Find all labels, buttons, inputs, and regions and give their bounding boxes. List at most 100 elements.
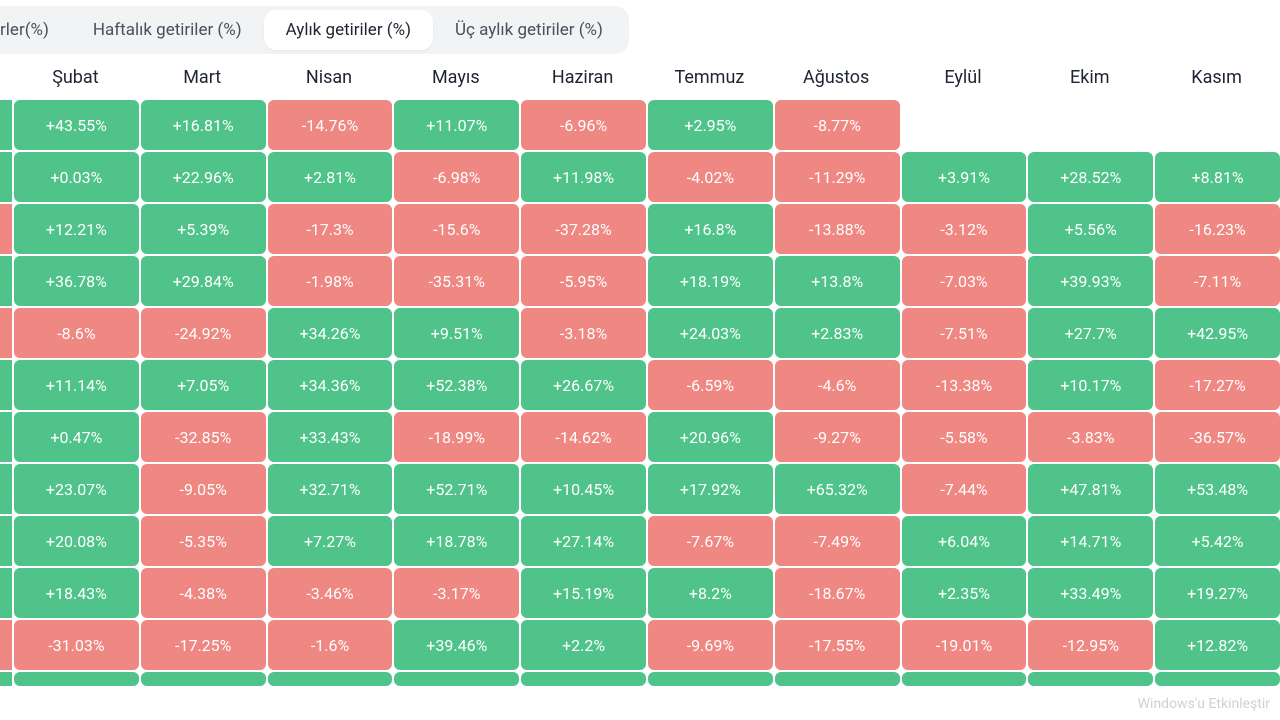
cell: +27.7% xyxy=(1028,308,1153,358)
cell: +5.42% xyxy=(1155,516,1280,566)
cell: -7.11% xyxy=(1155,256,1280,306)
cell: +18.78% xyxy=(394,516,519,566)
cell: +2.81% xyxy=(268,152,393,202)
cell: -4.6% xyxy=(775,360,900,410)
row-stub xyxy=(0,620,12,670)
column-header-7: Eylül xyxy=(900,67,1027,88)
cell: -35.31% xyxy=(394,256,519,306)
cell: +33.49% xyxy=(1028,568,1153,618)
row-stub xyxy=(0,152,12,202)
cell: -4.38% xyxy=(141,568,266,618)
cell: +13.8% xyxy=(775,256,900,306)
cell: +3.91% xyxy=(902,152,1027,202)
cell: -11.29% xyxy=(775,152,900,202)
header-row: ŞubatMartNisanMayısHaziranTemmuzAğustosE… xyxy=(0,54,1280,100)
column-header-8: Ekim xyxy=(1026,67,1153,88)
cell: +14.71% xyxy=(1028,516,1153,566)
row-stub xyxy=(0,412,12,462)
cell: +7.27% xyxy=(268,516,393,566)
cell: +47.81% xyxy=(1028,464,1153,514)
cell: +0.01% xyxy=(521,672,646,686)
cell: -3.12% xyxy=(902,204,1027,254)
cell: +0.01% xyxy=(648,672,773,686)
cell: -9.27% xyxy=(775,412,900,462)
cell: +12.21% xyxy=(14,204,139,254)
cell: +0.01% xyxy=(268,672,393,686)
cell: -3.46% xyxy=(268,568,393,618)
cell: +0.01% xyxy=(141,672,266,686)
cell: +23.07% xyxy=(14,464,139,514)
table-row: +0.01%+0.01%+0.01%+0.01%+0.01%+0.01%+0.0… xyxy=(0,672,1280,688)
cell: +24.03% xyxy=(648,308,773,358)
cell: -5.95% xyxy=(521,256,646,306)
cell: -12.95% xyxy=(1028,620,1153,670)
row-stub xyxy=(0,672,12,686)
tabs-container: irirler(%)Haftalık getiriler (%)Aylık ge… xyxy=(0,0,1280,54)
cell: +11.07% xyxy=(394,100,519,150)
column-header-4: Haziran xyxy=(519,67,646,88)
cell: -7.51% xyxy=(902,308,1027,358)
column-header-1: Mart xyxy=(139,67,266,88)
tab-0[interactable]: irirler(%) xyxy=(0,10,71,50)
cell: +16.81% xyxy=(141,100,266,150)
cell: +2.83% xyxy=(775,308,900,358)
cell: +0.01% xyxy=(775,672,900,686)
cell: +53.48% xyxy=(1155,464,1280,514)
cell: -18.67% xyxy=(775,568,900,618)
table-row: +20.08%-5.35%+7.27%+18.78%+27.14%-7.67%-… xyxy=(0,516,1280,568)
cell xyxy=(1155,100,1280,150)
cell: +11.14% xyxy=(14,360,139,410)
cell: +0.03% xyxy=(14,152,139,202)
cell: -6.96% xyxy=(521,100,646,150)
cell: +2.35% xyxy=(902,568,1027,618)
cell: -18.99% xyxy=(394,412,519,462)
row-stub xyxy=(0,308,12,358)
cell: +15.19% xyxy=(521,568,646,618)
cell: +0.47% xyxy=(14,412,139,462)
cell: -6.59% xyxy=(648,360,773,410)
cell: +17.92% xyxy=(648,464,773,514)
column-header-5: Temmuz xyxy=(646,67,773,88)
cell: +5.39% xyxy=(141,204,266,254)
tab-1[interactable]: Haftalık getiriler (%) xyxy=(71,10,264,50)
cell: -17.55% xyxy=(775,620,900,670)
tab-2[interactable]: Aylık getiriler (%) xyxy=(264,10,433,50)
table-row: +0.47%-32.85%+33.43%-18.99%-14.62%+20.96… xyxy=(0,412,1280,464)
cell: +2.95% xyxy=(648,100,773,150)
cell: -7.67% xyxy=(648,516,773,566)
table-row: +12.21%+5.39%-17.3%-15.6%-37.28%+16.8%-1… xyxy=(0,204,1280,256)
cell: -19.01% xyxy=(902,620,1027,670)
cell: -13.38% xyxy=(902,360,1027,410)
cell: +0.01% xyxy=(902,672,1027,686)
cell: +2.2% xyxy=(521,620,646,670)
table-row: -31.03%-17.25%-1.6%+39.46%+2.2%-9.69%-17… xyxy=(0,620,1280,672)
cell: -32.85% xyxy=(141,412,266,462)
cell: +34.26% xyxy=(268,308,393,358)
cell: +18.19% xyxy=(648,256,773,306)
cell xyxy=(902,100,1027,150)
cell: +0.01% xyxy=(1028,672,1153,686)
cell: +32.71% xyxy=(268,464,393,514)
cell: +8.81% xyxy=(1155,152,1280,202)
cell: +39.93% xyxy=(1028,256,1153,306)
cell: +65.32% xyxy=(775,464,900,514)
cell: +8.2% xyxy=(648,568,773,618)
cell: -7.44% xyxy=(902,464,1027,514)
row-stub xyxy=(0,464,12,514)
tabs: irirler(%)Haftalık getiriler (%)Aylık ge… xyxy=(0,6,629,54)
cell: +27.14% xyxy=(521,516,646,566)
tab-3[interactable]: Üç aylık getiriler (%) xyxy=(433,10,625,50)
cell: +10.17% xyxy=(1028,360,1153,410)
cell: -9.05% xyxy=(141,464,266,514)
cell: -7.49% xyxy=(775,516,900,566)
cell: -8.6% xyxy=(14,308,139,358)
cell: -16.23% xyxy=(1155,204,1280,254)
cell: -17.27% xyxy=(1155,360,1280,410)
cell: -31.03% xyxy=(14,620,139,670)
cell: +7.05% xyxy=(141,360,266,410)
cell: +20.08% xyxy=(14,516,139,566)
cell: +9.51% xyxy=(394,308,519,358)
cell: +6.04% xyxy=(902,516,1027,566)
watermark: Windows'u Etkinleştir xyxy=(1138,696,1270,712)
column-header-2: Nisan xyxy=(266,67,393,88)
